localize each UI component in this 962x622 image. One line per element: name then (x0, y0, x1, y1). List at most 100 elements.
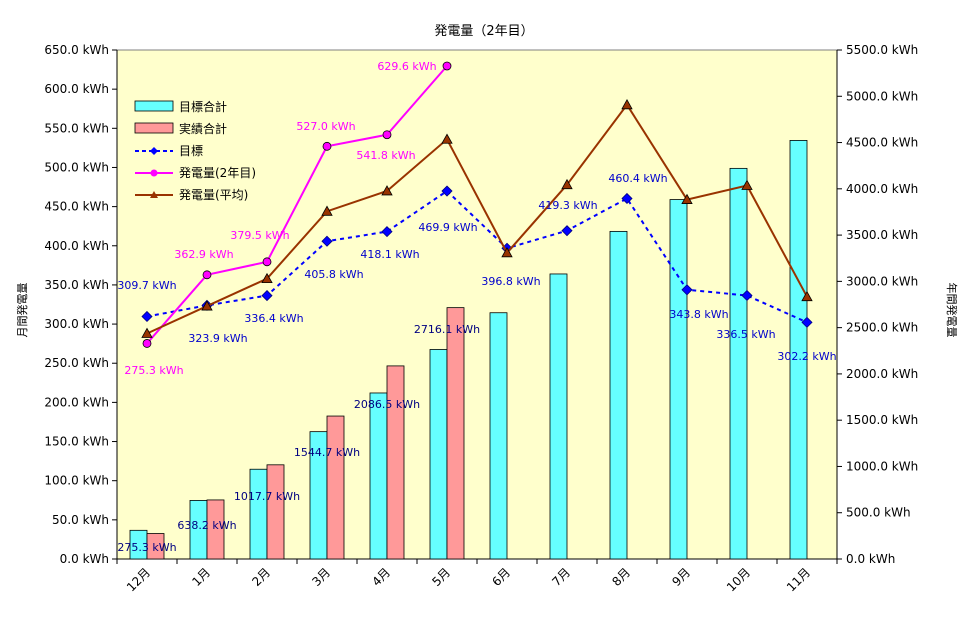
year2-label: 275.3 kWh (124, 364, 183, 377)
bar-target-total (429, 349, 448, 560)
marker-average (561, 178, 573, 190)
marker-average (801, 290, 813, 302)
marker-average (681, 193, 693, 204)
legend-swatch (134, 100, 174, 112)
y-left-tick-label: 50.0 kWh (52, 513, 109, 527)
y-left-tick-label: 450.0 kWh (44, 200, 109, 214)
y-axis-left-label: 月間発電量 (15, 283, 29, 338)
year2-label: 379.5 kWh (230, 229, 289, 242)
marker-year2 (382, 130, 392, 140)
marker-year2 (442, 61, 452, 71)
target-label: 323.9 kWh (188, 332, 247, 345)
y-left-tick-label: 0.0 kWh (60, 552, 109, 566)
x-tick-label: 7月 (549, 565, 573, 589)
legend-label: 発電量(2年目) (179, 166, 256, 180)
target-label: 302.2 kWh (777, 350, 836, 363)
y-left-tick-label: 600.0 kWh (44, 82, 109, 96)
marker-target (381, 226, 393, 238)
target-label: 336.4 kWh (244, 312, 303, 325)
y-right-tick-label: 5500.0 kWh (846, 43, 918, 57)
actual-total-label: 275.3 kWh (117, 541, 176, 554)
target-label: 469.9 kWh (418, 221, 477, 234)
x-tick-label: 8月 (609, 565, 633, 589)
x-tick-label: 3月 (309, 565, 333, 589)
marker-year2 (142, 339, 152, 348)
actual-total-label: 2086.5 kWh (354, 398, 420, 411)
bar-actual-total (386, 365, 405, 560)
marker-target (261, 290, 273, 302)
year2-label: 527.0 kWh (296, 120, 355, 133)
y-right-tick-label: 5000.0 kWh (846, 89, 918, 103)
actual-total-label: 1017.7 kWh (234, 490, 300, 503)
bar-actual-total (146, 533, 165, 560)
plot-area (116, 49, 838, 560)
marker-target (441, 185, 453, 197)
marker-average (741, 179, 753, 190)
actual-total-label: 2716.1 kWh (414, 323, 480, 336)
bar-target-total (789, 140, 808, 560)
legend-label: 実績合計 (179, 121, 227, 136)
bar-series (129, 140, 808, 560)
x-axis: 12月 1月 2月 3月 4月 5月 6月 7月 8月 9月 10月 11月 (116, 558, 838, 594)
y-right-tick-label: 2000.0 kWh (846, 367, 918, 381)
line-1 (146, 65, 448, 345)
marker-target (561, 225, 573, 237)
marker-average (621, 98, 633, 110)
target-label: 419.3 kWh (538, 199, 597, 212)
bar-target-total (249, 468, 268, 560)
legend-label: 目標 (179, 144, 203, 158)
marker-year2 (262, 257, 272, 267)
actual-total-label: 1544.7 kWh (294, 446, 360, 459)
y-axis-right-label: 年間発電量 (945, 283, 959, 338)
line-0 (146, 189, 808, 324)
target-label: 336.5 kWh (716, 328, 775, 341)
target-label: 460.4 kWh (608, 172, 667, 185)
marker-average (441, 133, 453, 144)
marker-target (621, 192, 633, 205)
y-left-tick-label: 500.0 kWh (44, 160, 109, 174)
y-left-tick-label: 200.0 kWh (44, 395, 109, 409)
marker-target (321, 235, 333, 247)
target-label: 309.7 kWh (117, 279, 176, 292)
x-tick-label: 4月 (369, 565, 393, 589)
legend-marker (150, 191, 158, 198)
marker-average (381, 185, 393, 196)
y-left-tick-label: 150.0 kWh (44, 435, 109, 449)
bar-target-total (669, 199, 688, 560)
chart-title: 発電量（2年目） (434, 24, 533, 39)
legend-swatch (134, 122, 174, 134)
bar-actual-total (446, 307, 465, 560)
y-axis-right: 0.0 kWh 500.0 kWh 1000.0 kWh 1500.0 kWh 2000… (836, 43, 918, 566)
bar-target-total (609, 230, 628, 560)
marker-target (141, 310, 153, 323)
marker-target (681, 284, 693, 296)
y-right-tick-label: 2500.0 kWh (846, 321, 918, 335)
x-tick-label: 12月 (124, 565, 153, 594)
target-label: 396.8 kWh (481, 275, 540, 288)
line-series (141, 61, 813, 348)
y-right-tick-label: 3500.0 kWh (846, 228, 918, 242)
x-tick-label: 9月 (669, 565, 693, 589)
legend-label: 発電量(平均) (179, 188, 248, 202)
marker-year2 (322, 141, 332, 151)
y-right-tick-label: 500.0 kWh (846, 506, 911, 520)
y-left-tick-label: 250.0 kWh (44, 356, 109, 370)
marker-average (501, 246, 513, 258)
y-left-tick-label: 350.0 kWh (44, 278, 109, 292)
y-left-tick-label: 400.0 kWh (44, 239, 109, 253)
bar-actual-total (266, 464, 285, 560)
y-left-tick-label: 650.0 kWh (44, 43, 109, 57)
marker-average (201, 300, 213, 311)
year2-label: 362.9 kWh (174, 248, 233, 261)
bar-target-total (489, 312, 508, 560)
legend-marker (150, 147, 158, 155)
marker-target (741, 289, 753, 302)
bar-actual-total (326, 415, 345, 560)
y-right-tick-label: 0.0 kWh (846, 552, 895, 566)
legend-marker (150, 169, 158, 177)
bar-target-total (369, 392, 388, 560)
target-label: 418.1 kWh (360, 248, 419, 261)
x-tick-label: 11月 (784, 565, 813, 594)
